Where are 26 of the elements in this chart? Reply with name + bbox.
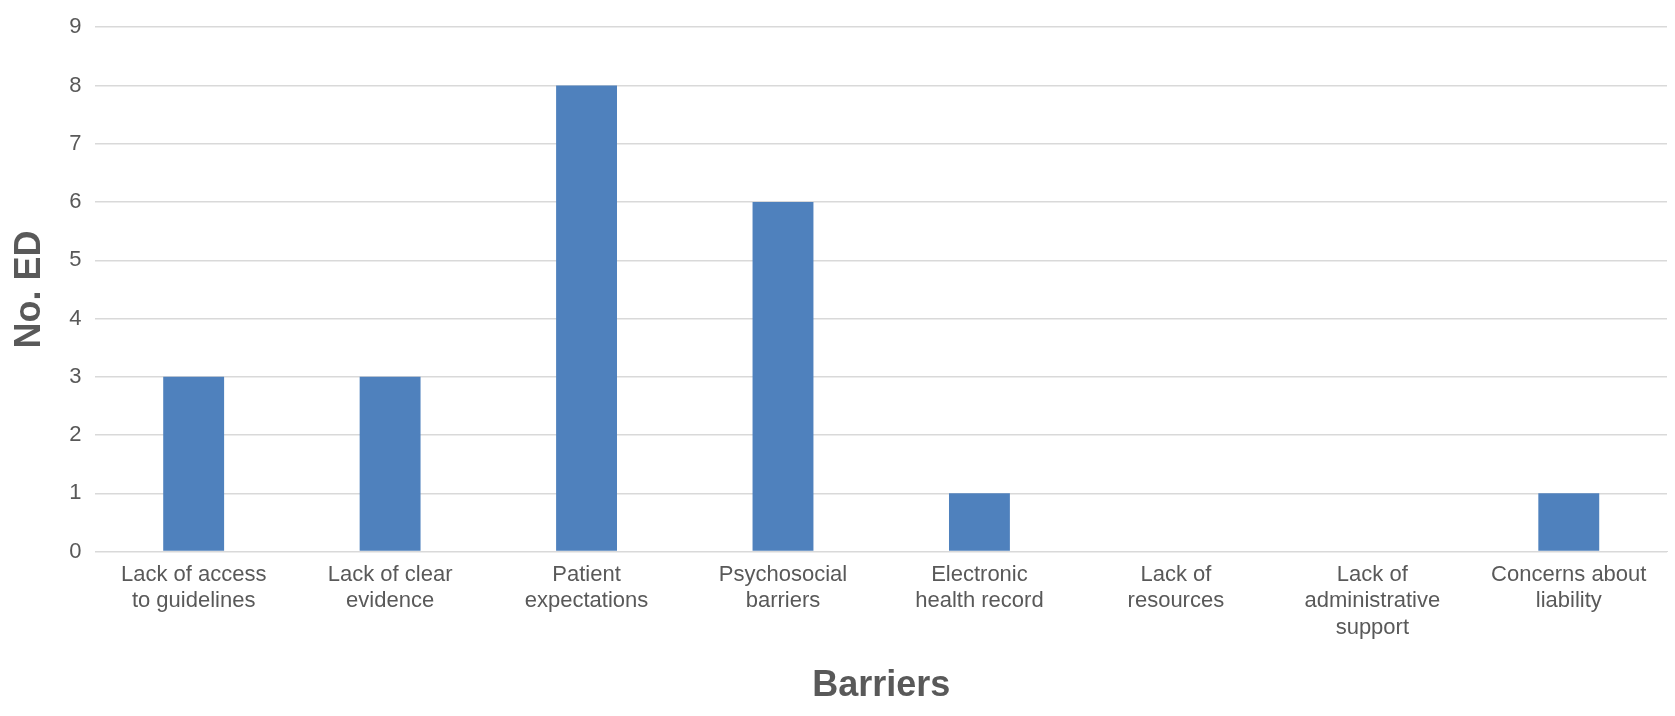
x-tick-label: Lack of access to guidelines xyxy=(120,560,267,613)
bar xyxy=(1538,493,1600,551)
x-axis-title: Barriers xyxy=(812,663,951,705)
y-tick-label: 4 xyxy=(69,304,82,330)
y-axis-title: No. ED xyxy=(6,230,48,349)
y-tick-label: 9 xyxy=(69,13,82,39)
y-tick-label: 8 xyxy=(69,71,82,97)
bar xyxy=(163,376,225,551)
y-tick-label: 3 xyxy=(69,362,82,388)
y-tick-label: 1 xyxy=(69,479,82,505)
x-tick-label: Psychosocial barriers xyxy=(718,560,848,613)
y-tick-label: 0 xyxy=(69,537,82,563)
bar xyxy=(752,202,814,551)
bar xyxy=(948,493,1010,551)
bar xyxy=(556,85,617,551)
x-tick-label: Lack of resources xyxy=(1127,560,1225,613)
bar xyxy=(359,376,421,551)
y-tick-label: 7 xyxy=(69,129,82,155)
y-tick-label: 2 xyxy=(69,421,82,447)
x-tick-label: Electronic health record xyxy=(915,560,1044,613)
y-tick-label: 6 xyxy=(69,188,82,214)
x-tick-label: Patient expectations xyxy=(524,560,649,613)
x-tick-label: Lack of administrative support xyxy=(1304,560,1441,639)
x-tick-label: Concerns about liability xyxy=(1491,560,1647,613)
x-tick-label: Lack of clear evidence xyxy=(327,560,453,613)
y-tick-label: 5 xyxy=(69,246,82,272)
